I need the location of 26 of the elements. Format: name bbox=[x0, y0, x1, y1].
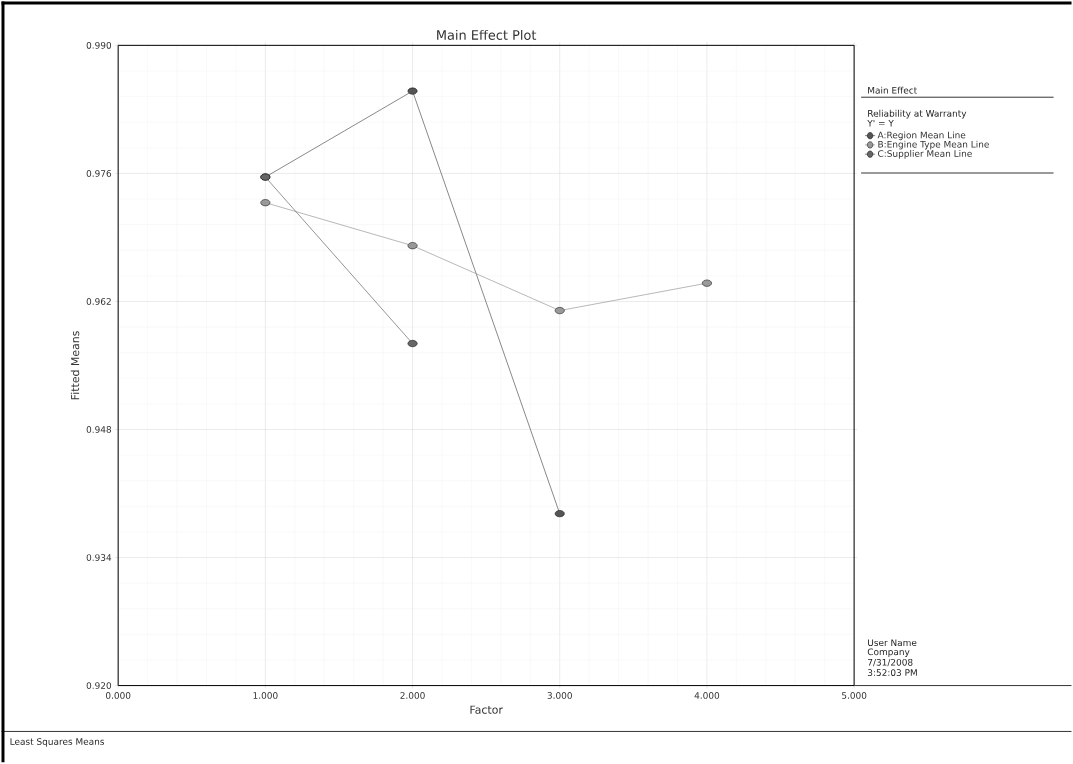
legend-title: Reliability at Warranty bbox=[868, 109, 967, 119]
legend-label: A:Region Mean Line bbox=[877, 131, 966, 141]
y-tick-label: 0.976 bbox=[86, 170, 112, 177]
text: User Name bbox=[868, 639, 917, 647]
legend-label: C:Supplier Mean Line bbox=[878, 150, 972, 159]
chart-title: Main Effect Plot bbox=[437, 29, 537, 40]
x-tick-label: 1.000 bbox=[253, 692, 278, 699]
text: Company bbox=[867, 648, 910, 657]
y-tick-label: 0.962 bbox=[86, 298, 111, 305]
y-tick-label: 0.990 bbox=[86, 42, 112, 49]
y-tick-label: 0.934 bbox=[86, 554, 112, 561]
y-tick-label: 0.920 bbox=[86, 682, 112, 690]
legend-label: B:Engine Type Mean Line bbox=[878, 140, 989, 150]
y-tick-label: 0.948 bbox=[86, 426, 112, 433]
x-tick-label: 3.000 bbox=[547, 692, 572, 699]
y-axis-title: Fitted Means bbox=[70, 331, 80, 400]
x-tick-label: 2.000 bbox=[400, 692, 425, 699]
x-tick-label: 4.000 bbox=[694, 692, 720, 699]
text: Least Squares Means bbox=[10, 738, 105, 747]
x-axis-title: Factor bbox=[470, 705, 503, 714]
text: Y' = Y bbox=[867, 119, 894, 127]
text: Main Effect bbox=[868, 86, 917, 94]
text: 7/31/2008 bbox=[868, 658, 913, 667]
x-tick-label: 0.000 bbox=[105, 692, 131, 699]
text: 3:52:03 PM bbox=[867, 669, 917, 677]
x-tick-label: 5.000 bbox=[842, 692, 867, 699]
